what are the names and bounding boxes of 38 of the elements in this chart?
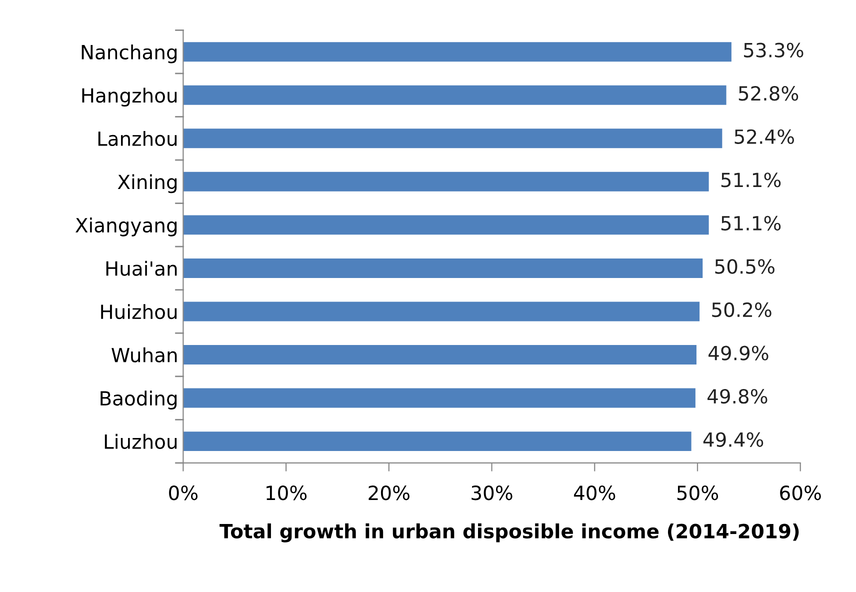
y-tick-label: Liuzhou [104,434,177,449]
data-label: 49.8% [708,388,768,404]
x-tick-label: 30% [472,486,512,500]
y-tick-label: Nanchang [82,44,177,64]
y-tick-label: Huizhou [101,304,177,320]
bar [183,172,709,192]
y-tick-label: Baoding [100,390,177,410]
bar [183,85,726,105]
bar [183,128,722,148]
data-label: 52.4% [734,129,794,144]
bar [183,345,696,364]
x-axis-title: Total growth in urban disposible income (2014-2019) [220,523,799,542]
data-label: 51.1% [721,216,781,231]
x-tick-label: 10% [266,486,307,500]
x-tick-label: 50% [677,486,718,500]
y-tick-label: Xiangyang [76,218,177,236]
x-tick-label: 20% [368,486,410,500]
bar [183,215,709,235]
bar [183,42,732,62]
y-tick-label: Wuhan [112,347,177,362]
x-tick-label: 60% [780,486,821,500]
x-tick-label: 40% [574,486,616,500]
y-tick-label: Huai'an [106,260,177,276]
data-label: 51.1% [721,172,781,188]
x-tick-label: 0% [169,486,198,500]
data-label: 49.9% [708,346,768,360]
data-label: 52.8% [738,86,798,101]
data-label: 50.2% [712,302,772,318]
y-tick-label: Lanzhou [98,130,177,146]
bar [183,432,692,452]
y-tick-label: Hangzhou [82,88,177,107]
data-label: 50.5% [715,259,774,274]
data-label: 49.4% [703,432,764,447]
bar [183,302,700,322]
bar [183,388,696,408]
y-tick-label: Xining [118,174,177,194]
bar [183,258,703,278]
data-label: 53.3% [744,42,804,58]
